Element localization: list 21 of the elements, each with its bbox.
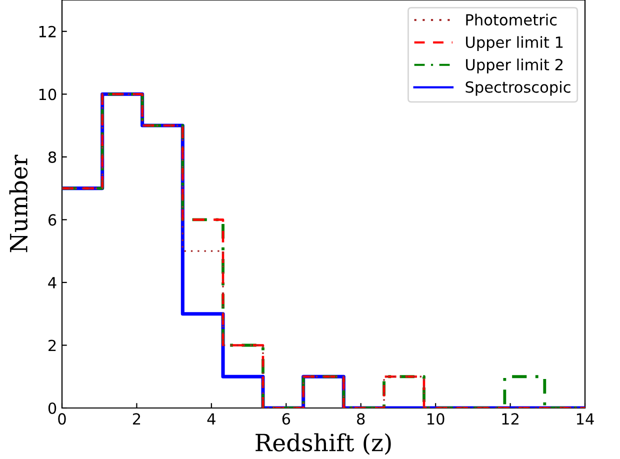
legend-label: Photometric	[466, 14, 557, 26]
y-tick-label: 8	[48, 151, 56, 163]
x-tick-label: 10	[428, 413, 444, 425]
legend-label: Upper limit 2	[466, 58, 562, 74]
y-tick-label: 12	[39, 26, 56, 38]
y-tick-label: 0	[48, 402, 56, 414]
y-tick-label: 4	[48, 277, 56, 288]
x-tick-label: 0	[58, 413, 66, 425]
y-axis-title: Number	[9, 154, 28, 252]
y-tick-label: 10	[39, 88, 56, 100]
x-tick-label: 2	[132, 413, 140, 424]
x-axis-title: Redshift (z)	[256, 433, 391, 455]
x-tick-label: 12	[502, 413, 518, 424]
x-tick-label: 8	[357, 413, 365, 425]
y-tick-label: 6	[48, 214, 56, 226]
legend-label: Upper limit 1	[466, 36, 563, 51]
x-tick-label: 14	[576, 413, 594, 424]
y-tick-label: 2	[48, 340, 56, 352]
x-tick-label: 4	[207, 413, 216, 424]
legend-label: Spectroscopic	[466, 81, 570, 96]
x-tick-label: 6	[282, 413, 290, 425]
